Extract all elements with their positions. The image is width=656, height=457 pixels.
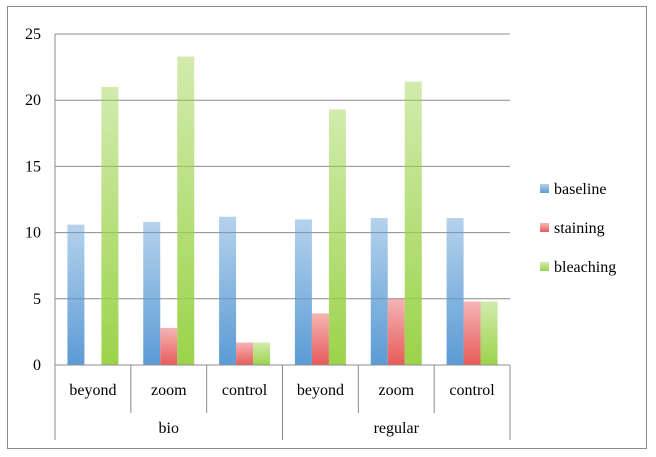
- legend-swatch-staining: [540, 223, 549, 232]
- bar-bleaching-zoom: [404, 81, 422, 365]
- y-tick-label: 10: [25, 225, 41, 242]
- y-tick-label: 0: [33, 357, 41, 374]
- bar-baseline-zoom: [370, 218, 388, 365]
- y-tick-label: 25: [25, 26, 41, 43]
- legend-swatch-bleaching: [540, 262, 549, 271]
- bar-staining-control: [463, 301, 481, 365]
- legend-label-baseline: baseline: [554, 181, 606, 198]
- bar-bleaching-control: [480, 301, 498, 365]
- legend-label-bleaching: bleaching: [554, 259, 616, 276]
- bar-baseline-zoom: [143, 222, 161, 365]
- bar-bleaching-beyond: [328, 109, 346, 365]
- bar-bleaching-control: [253, 342, 271, 365]
- y-axis: 0 5 10 15 20 25: [25, 26, 56, 374]
- bar-baseline-beyond: [294, 219, 312, 365]
- x-group-label: regular: [374, 420, 420, 437]
- x-category-label: zoom: [378, 382, 414, 399]
- bars: [67, 56, 498, 366]
- bar-baseline-control: [219, 216, 237, 365]
- y-tick-label: 5: [33, 291, 41, 308]
- y-tick-label: 20: [25, 92, 41, 109]
- bar-bleaching-zoom: [177, 56, 195, 366]
- gridlines: [55, 33, 510, 366]
- bar-baseline-control: [446, 218, 464, 365]
- legend-label-staining: staining: [554, 220, 605, 237]
- bar-staining-control: [236, 342, 254, 365]
- x-group-label: bio: [159, 420, 179, 437]
- y-tick-label: 15: [25, 158, 41, 175]
- bar-staining-beyond: [311, 313, 329, 365]
- x-axis: beyond zoom control beyond zoom control bio reg…: [54, 364, 511, 440]
- legend-swatch-baseline: [540, 184, 549, 193]
- bar-baseline-beyond: [67, 224, 85, 365]
- x-category-label: control: [449, 382, 495, 399]
- x-category-label: beyond: [297, 382, 344, 399]
- x-category-label: control: [222, 382, 268, 399]
- bar-bleaching-beyond: [101, 86, 119, 366]
- legend: baseline staining bleaching: [540, 181, 616, 276]
- x-category-label: zoom: [151, 382, 187, 399]
- bar-staining-zoom: [160, 327, 178, 365]
- bar-staining-zoom: [387, 298, 405, 365]
- x-category-label: beyond: [69, 382, 116, 399]
